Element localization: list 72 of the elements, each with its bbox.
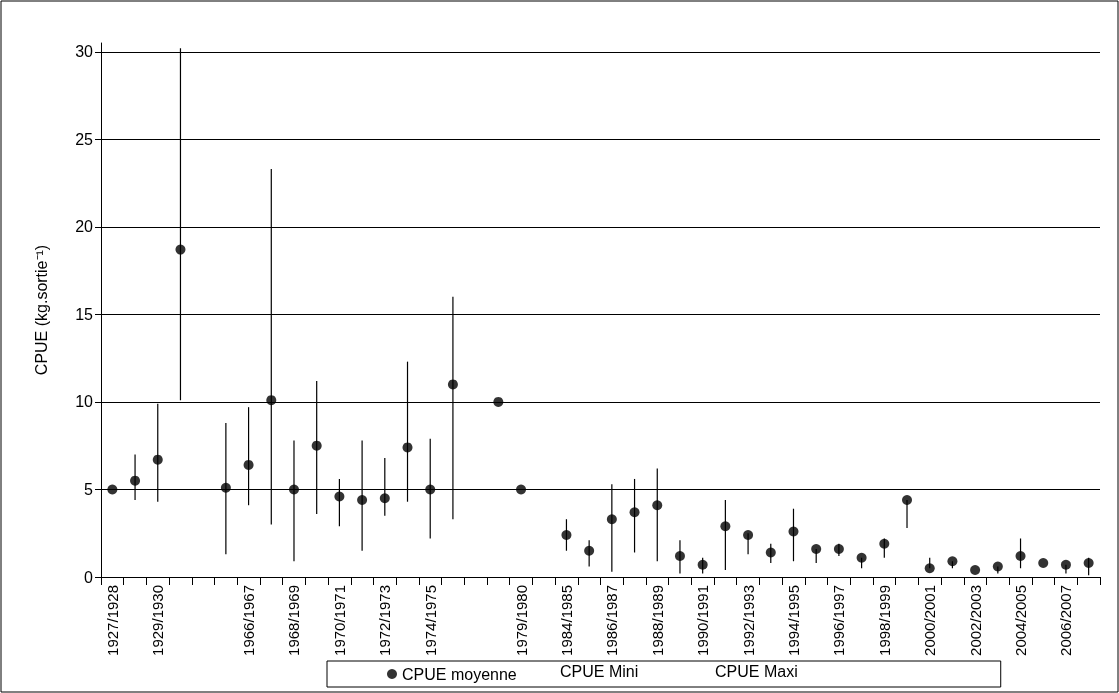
x-tick-label: 1984/1985	[557, 585, 575, 656]
point	[220, 482, 231, 493]
point	[1083, 558, 1094, 568]
point	[947, 556, 958, 567]
x-tick-label: 1990/1991	[694, 585, 712, 656]
legend-label: CPUE moyenne	[402, 665, 517, 683]
point	[175, 244, 186, 255]
point	[788, 526, 799, 537]
point	[152, 454, 163, 465]
point	[924, 563, 935, 574]
y-tick-label: 25	[75, 130, 94, 148]
x-tick-label: 1929/1930	[149, 585, 167, 656]
point	[493, 396, 504, 407]
point	[584, 545, 595, 556]
y-tick-label: 30	[75, 43, 94, 61]
x-tick-label: 1988/1989	[648, 585, 666, 656]
point	[266, 395, 277, 406]
point	[357, 494, 368, 505]
text: CPUE Maxi	[715, 662, 798, 680]
point	[447, 379, 458, 390]
point	[1038, 558, 1049, 568]
text: CPUE Mini	[560, 662, 639, 680]
x-tick-label: 1927/1928	[103, 585, 121, 656]
point	[674, 550, 685, 561]
x-tick-label: 1992/1993	[739, 585, 757, 656]
point	[561, 529, 572, 540]
point	[402, 442, 413, 453]
point	[743, 529, 754, 540]
x-tick-label: 1996/1997	[830, 585, 848, 656]
x-tick-label: 1970/1971	[330, 585, 348, 656]
x-tick-label: 1998/1999	[875, 585, 893, 656]
point	[243, 459, 254, 470]
y-tick-label: 15	[75, 305, 94, 323]
point	[130, 475, 141, 486]
x-tick-label: 2006/2007	[1057, 585, 1075, 656]
point	[311, 440, 322, 451]
x-tick-label: 1966/1967	[240, 585, 258, 656]
x-tick-label: 2000/2001	[921, 585, 939, 656]
point	[697, 559, 708, 570]
point	[720, 521, 731, 532]
x-tick-label: 2004/2005	[1012, 585, 1030, 656]
x-tick-label: 1972/1973	[376, 585, 394, 656]
point	[1060, 559, 1071, 570]
point	[334, 491, 345, 502]
x-tick-label: 1968/1969	[285, 585, 303, 656]
y-tick-label: 5	[84, 480, 94, 498]
point	[629, 507, 640, 518]
point	[379, 493, 390, 504]
point	[652, 500, 663, 511]
point	[1015, 550, 1026, 561]
point	[811, 543, 822, 554]
point	[765, 547, 776, 558]
x-tick-label: 1979/1980	[512, 585, 530, 656]
x-tick-label: 1994/1995	[784, 585, 802, 656]
point	[833, 543, 844, 554]
point	[516, 484, 527, 495]
point	[856, 552, 867, 563]
y-tick-label: 20	[75, 218, 94, 236]
point	[970, 565, 981, 575]
y-tick-label: 0	[84, 568, 94, 586]
point	[289, 484, 299, 495]
y-axis-title: CPUE (kg.sortie⁻¹)	[32, 244, 50, 376]
point	[425, 484, 436, 495]
x-tick-label: 2002/2003	[966, 585, 984, 656]
point	[606, 514, 617, 525]
point	[902, 494, 913, 505]
point	[107, 484, 118, 495]
x-tick-label: 1974/1975	[421, 585, 439, 656]
y-tick-label: 10	[75, 393, 94, 411]
point	[879, 538, 890, 549]
x-tick-label: 1986/1987	[603, 585, 621, 656]
point	[992, 561, 1003, 572]
